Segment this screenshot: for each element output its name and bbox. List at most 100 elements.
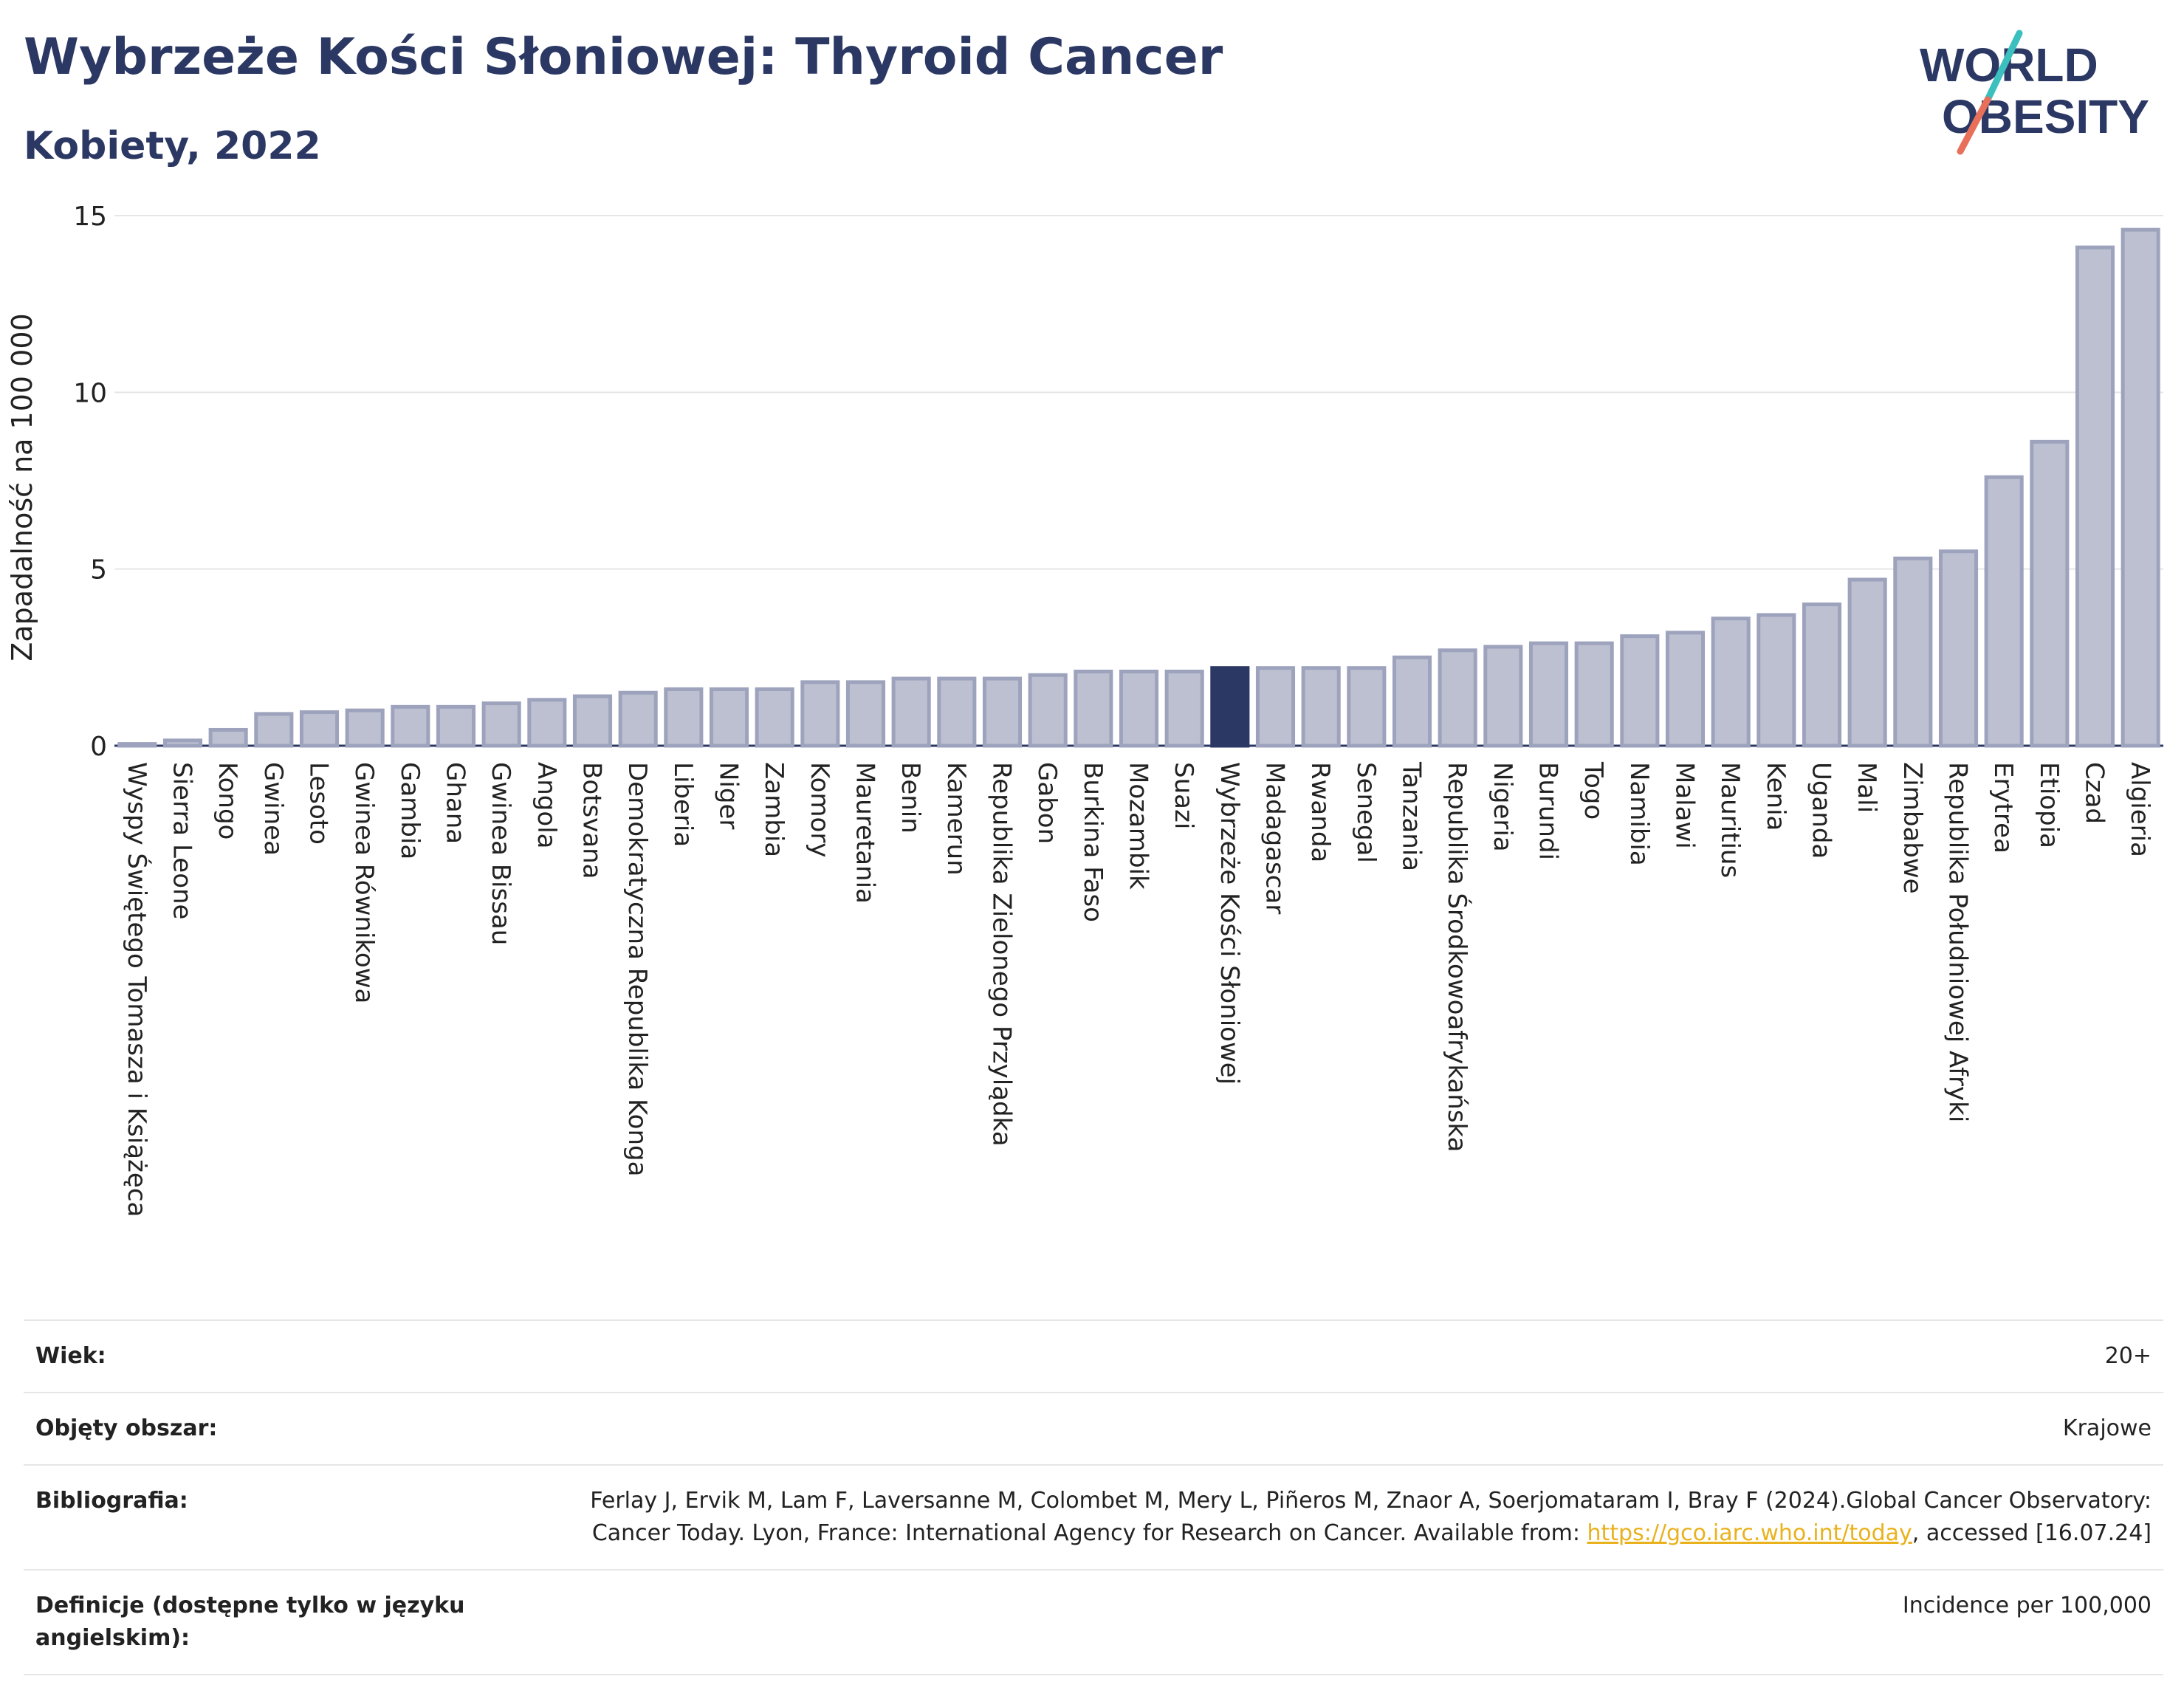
bar	[527, 698, 567, 748]
x-tick-label: Demokratyczna Republika Konga	[622, 762, 652, 1176]
bar	[1711, 617, 1751, 748]
x-tick-label: Kamerun	[941, 762, 971, 876]
x-tick-label: Liberia	[668, 762, 698, 847]
bar	[1665, 631, 1706, 748]
y-tick-label: 5	[90, 555, 107, 586]
logo-line1: WORLD	[1920, 38, 2098, 92]
x-tick-label: Republika Zielonego Przylądka	[987, 762, 1017, 1147]
bar	[982, 676, 1023, 748]
x-tick-label: Senegal	[1351, 762, 1381, 863]
x-tick-label: Burkina Faso	[1078, 762, 1108, 922]
x-tick-label: Suazi	[1169, 762, 1198, 829]
y-tick-label: 10	[73, 378, 107, 408]
meta-row-definitions: Definicje (dostępne tylko w języku angie…	[24, 1569, 2163, 1675]
x-tick-label: Nigeria	[1488, 762, 1517, 852]
logo-line2: OBESITY	[1942, 90, 2149, 143]
bar	[481, 701, 521, 748]
bar	[2075, 245, 2115, 748]
x-tick-label: Kongo	[213, 762, 242, 840]
x-tick-label: Niger	[714, 762, 744, 829]
bar	[1255, 666, 1296, 748]
x-tick-label: Uganda	[1807, 762, 1836, 859]
x-tick-label: Mozambik	[1124, 762, 1153, 890]
x-tick-label: Mauritius	[1715, 762, 1745, 878]
bar	[1347, 666, 1387, 748]
bar	[709, 687, 749, 748]
world-obesity-logo: WORLD OBESITY	[1920, 30, 2149, 155]
x-tick-label: Czad	[2080, 762, 2109, 824]
x-tick-label: Rwanda	[1305, 762, 1335, 862]
y-tick-label: 15	[73, 202, 107, 232]
meta-row-area: Objęty obszar: Krajowe	[24, 1392, 2163, 1464]
bar	[1164, 669, 1204, 748]
x-tick-label: Gwinea Równikowa	[349, 762, 379, 1003]
meta-value: 20+	[2104, 1343, 2152, 1369]
x-tick-label: Botsvana	[577, 762, 607, 879]
bar	[1483, 645, 1523, 748]
bar	[1847, 577, 1887, 748]
bibliography-link[interactable]: https://gco.iarc.who.int/today	[1587, 1520, 1912, 1546]
meta-key: Wiek:	[35, 1343, 106, 1369]
x-tick-label: Namibia	[1624, 762, 1654, 866]
bar	[891, 676, 931, 748]
x-tick-label: Etiopia	[2034, 762, 2064, 848]
logo-slash-top	[1984, 30, 2023, 103]
x-tick-labels: Wyspy Świętego Tomasza i Książęca Sierra …	[122, 761, 2154, 1217]
x-tick-label: Gambia	[395, 762, 425, 859]
x-tick-label: Angola	[532, 762, 561, 848]
bar	[2121, 227, 2160, 748]
bar	[618, 690, 658, 748]
x-tick-label: Togo	[1579, 761, 1608, 820]
bar	[1938, 549, 1979, 748]
bibliography-text: Ferlay J, Ervik M, Lam F, Laversanne M, …	[590, 1488, 2152, 1546]
x-tick-label: Benin	[896, 762, 925, 834]
x-tick-label: Zimbabwe	[1898, 762, 1927, 894]
meta-row-age: Wiek: 20+	[24, 1319, 2163, 1392]
bar	[1620, 634, 1660, 748]
bar	[117, 742, 157, 748]
metadata-table: Wiek: 20+ Objęty obszar: Krajowe Bibliog…	[24, 1319, 2163, 1675]
bar	[2030, 439, 2070, 748]
x-tick-label: Burundi	[1534, 762, 1563, 860]
x-tick-label: Malawi	[1670, 762, 1700, 849]
bar	[1301, 666, 1341, 748]
bar	[208, 727, 248, 748]
meta-value: Ferlay J, Ervik M, Lam F, Laversanne M, …	[564, 1485, 2152, 1550]
bar	[1392, 655, 1432, 748]
page-subtitle: Kobiety, 2022	[24, 124, 321, 168]
y-tick-labels: 0 5 10 15	[73, 202, 107, 762]
x-tick-label: Erytrea	[1988, 762, 2018, 854]
x-tick-label: Ghana	[441, 762, 470, 844]
x-tick-label: Republika Środkowoafrykańska	[1442, 762, 1472, 1152]
bar	[1028, 673, 1068, 748]
bar	[254, 712, 294, 748]
x-tick-label: Lesoto	[304, 762, 334, 845]
logo-slash-bottom	[1957, 96, 1991, 155]
bar	[391, 704, 430, 748]
bar	[800, 680, 840, 748]
bar-chart: 0 5 10 15 Wyspy Świętego Tomasza i Książęca…	[73, 202, 2163, 1217]
bar	[1802, 602, 1842, 748]
bar	[299, 710, 340, 748]
bar	[845, 680, 886, 748]
x-tick-label: Mauretania	[851, 762, 880, 904]
bar	[1119, 669, 1159, 748]
bar	[1984, 475, 2024, 748]
x-tick-label: Algieria	[2125, 762, 2154, 857]
x-tick-label: Zambia	[759, 762, 789, 857]
bar	[755, 687, 794, 748]
bar	[572, 694, 613, 748]
bar	[1574, 641, 1614, 748]
x-tick-label: Kenia	[1761, 762, 1790, 831]
meta-key: Objęty obszar:	[35, 1415, 218, 1441]
bar	[664, 687, 704, 748]
bar	[1528, 641, 1569, 748]
bar	[436, 704, 476, 748]
bibliography-accessed: , accessed [16.07.24]	[1912, 1520, 2152, 1546]
page-title: Wybrzeże Kości Słoniowej: Thyroid Cancer	[24, 28, 1223, 86]
bar	[1757, 613, 1796, 748]
x-tick-label: Gwinea Bissau	[486, 762, 515, 945]
meta-value: Incidence per 100,000	[1902, 1593, 2152, 1618]
x-tick-label: Republika Południowej Afryki	[1943, 762, 1973, 1122]
bar	[162, 738, 203, 748]
